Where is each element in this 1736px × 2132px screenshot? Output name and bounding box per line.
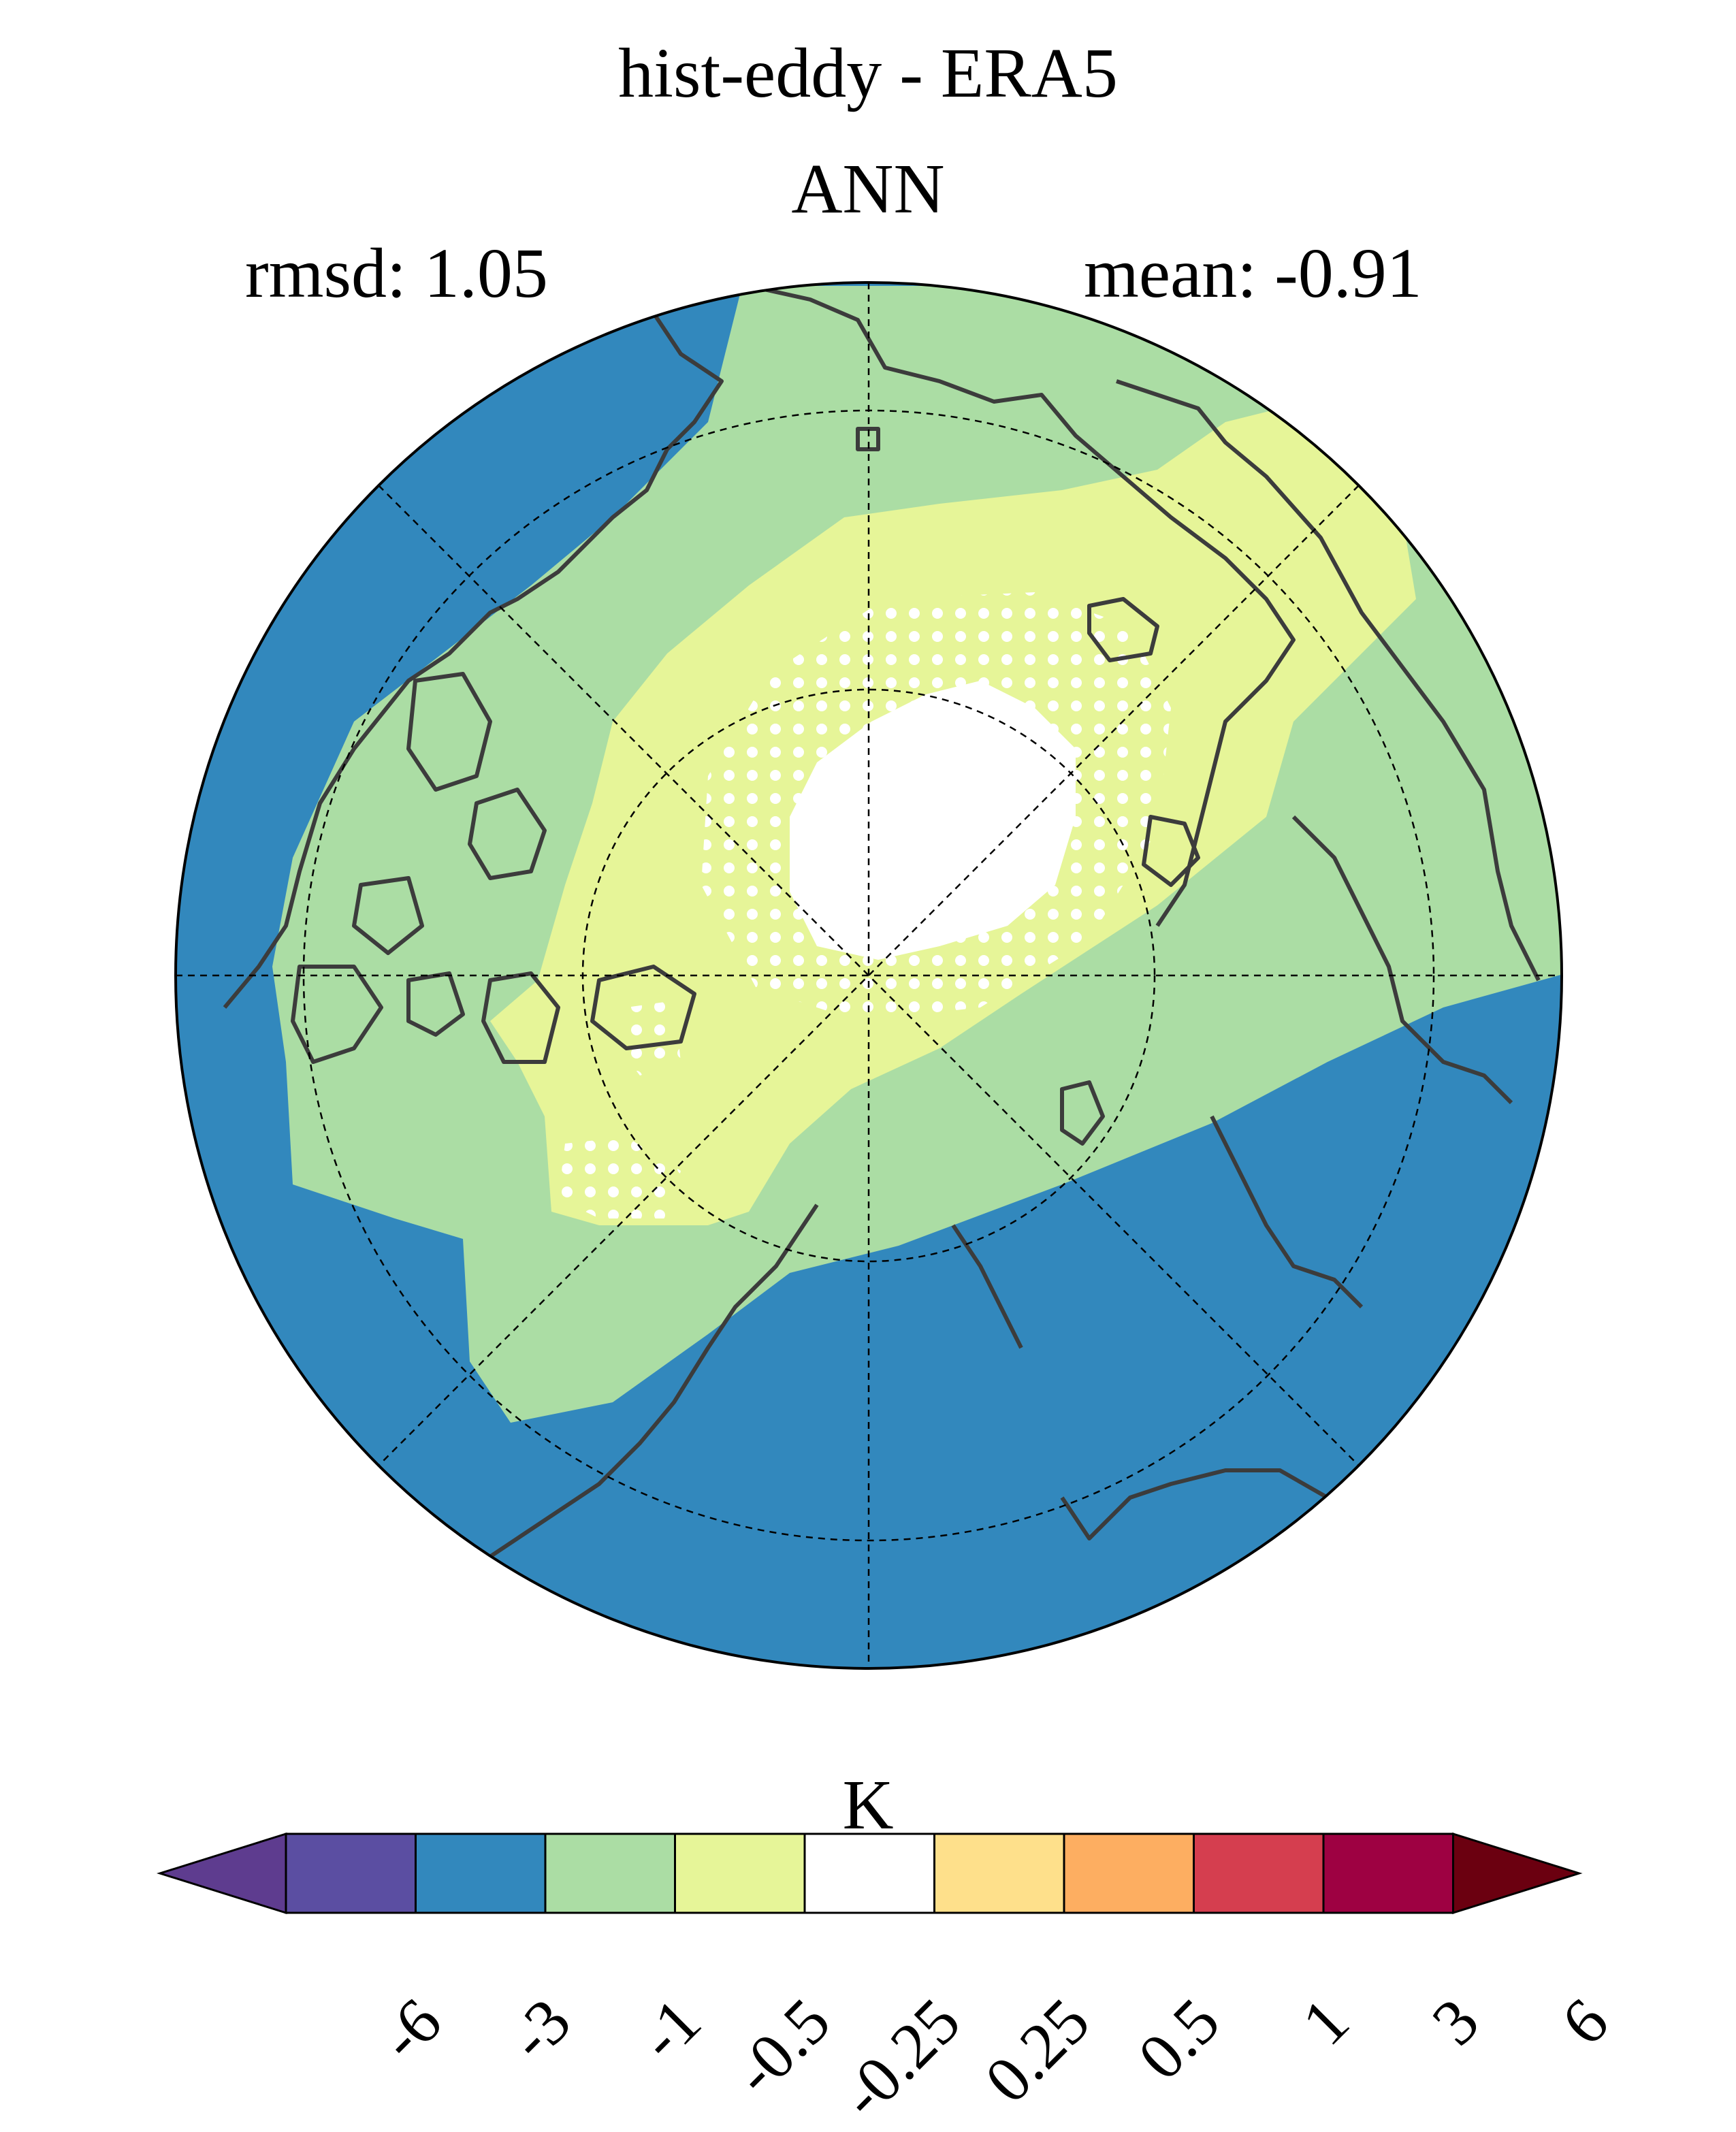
colorbar-swatch (415, 1832, 547, 1914)
stippling (558, 1137, 681, 1218)
colorbar-units: K (842, 1766, 894, 1844)
colorbar-tick-label: 1 (1287, 1984, 1363, 2059)
colorbar-swatch (544, 1832, 676, 1914)
rmsd-label: rmsd: 1.05 (245, 234, 548, 312)
colorbar-tick-label: -1 (624, 1984, 714, 2075)
colorbar-swatch (1193, 1832, 1325, 1914)
colorbar-tick-label: -0.5 (719, 1984, 844, 2109)
graticule (176, 282, 1562, 1668)
colorbar-swatch (1322, 1832, 1454, 1914)
season-label: ANN (791, 150, 945, 228)
colorbar-extend-max (1452, 1832, 1583, 1915)
map-boundary (174, 281, 1563, 1670)
colorbar-tick-label: 6 (1547, 1984, 1622, 2059)
colorbar-tick-label: -0.25 (825, 1984, 974, 2132)
colorbar-swatch (933, 1832, 1065, 1914)
polar-map (174, 281, 1563, 1670)
colorbar-swatch (803, 1832, 935, 1914)
colorbar-swatch (674, 1832, 806, 1914)
colorbar-tick-label: 0.25 (971, 1984, 1104, 2117)
colorbar-tick-label: -3 (494, 1984, 585, 2075)
stippling (701, 592, 1171, 1021)
stippling (620, 1001, 681, 1076)
mean-label: mean: -0.91 (1084, 234, 1422, 312)
colorbar-extend-min (156, 1832, 287, 1915)
colorbar-swatch (1063, 1832, 1195, 1914)
figure-title: hist-eddy - ERA5 (618, 34, 1118, 112)
colorbar-tick-label: 0.5 (1123, 1984, 1233, 2094)
colorbar-swatch (285, 1832, 417, 1914)
colorbar-tick-label: -6 (364, 1984, 455, 2075)
colorbar-tick-label: 3 (1417, 1984, 1492, 2059)
coastlines (223, 284, 1541, 1568)
